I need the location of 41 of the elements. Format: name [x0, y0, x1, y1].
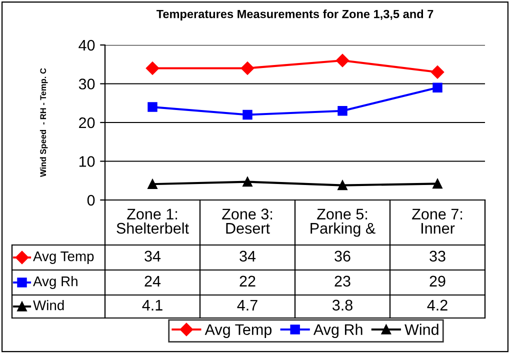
legend-label: Avg Temp	[33, 252, 94, 264]
y-tick-label: 40	[78, 40, 95, 51]
legend-label: Avg Rh	[33, 276, 78, 289]
data-label: 36	[334, 250, 350, 262]
y-axis-title: Wind Speed - RH - Temp. C	[40, 68, 48, 178]
y-tick-label: 20	[79, 117, 95, 128]
x-tick-label: Zone 5: Parking &	[310, 208, 376, 237]
x-tick-label: Zone 1: Shelterbelt	[116, 208, 189, 234]
data-label: 24	[144, 276, 161, 286]
point	[338, 180, 348, 190]
point	[148, 179, 158, 189]
text: Wind	[33, 300, 64, 310]
y-tick-label: 0	[87, 194, 95, 206]
data-label: 29	[430, 276, 446, 287]
point	[148, 102, 158, 112]
point	[242, 110, 252, 120]
x-tick-label: Zone 7: Inner	[412, 208, 462, 234]
y-tick-label: 10	[79, 156, 95, 167]
legend-label: Wind	[404, 324, 438, 335]
point	[240, 62, 254, 75]
point	[432, 178, 442, 189]
data-label: 3.8	[332, 300, 352, 311]
data-label: 23	[334, 276, 350, 287]
data-label: 34	[144, 250, 161, 262]
data-label: 4.7	[237, 300, 258, 310]
point	[146, 62, 160, 75]
chart-title: Temperatures Measurements for Zone 1,3,5 and 7	[156, 10, 434, 21]
data-label: 22	[240, 276, 256, 286]
point	[338, 106, 348, 116]
data-label: 33	[430, 250, 446, 262]
point	[242, 176, 252, 187]
text: Avg Rh	[313, 324, 362, 338]
data-label: 4.2	[427, 300, 448, 310]
point	[336, 54, 350, 68]
point	[432, 82, 442, 92]
text: Avg Temp	[204, 324, 272, 338]
point	[430, 66, 444, 79]
x-tick-label: Zone 3: Desert	[222, 208, 272, 234]
data-label: 4.1	[142, 300, 162, 310]
data-label: 34	[240, 250, 256, 262]
y-tick-label: 30	[78, 78, 95, 90]
